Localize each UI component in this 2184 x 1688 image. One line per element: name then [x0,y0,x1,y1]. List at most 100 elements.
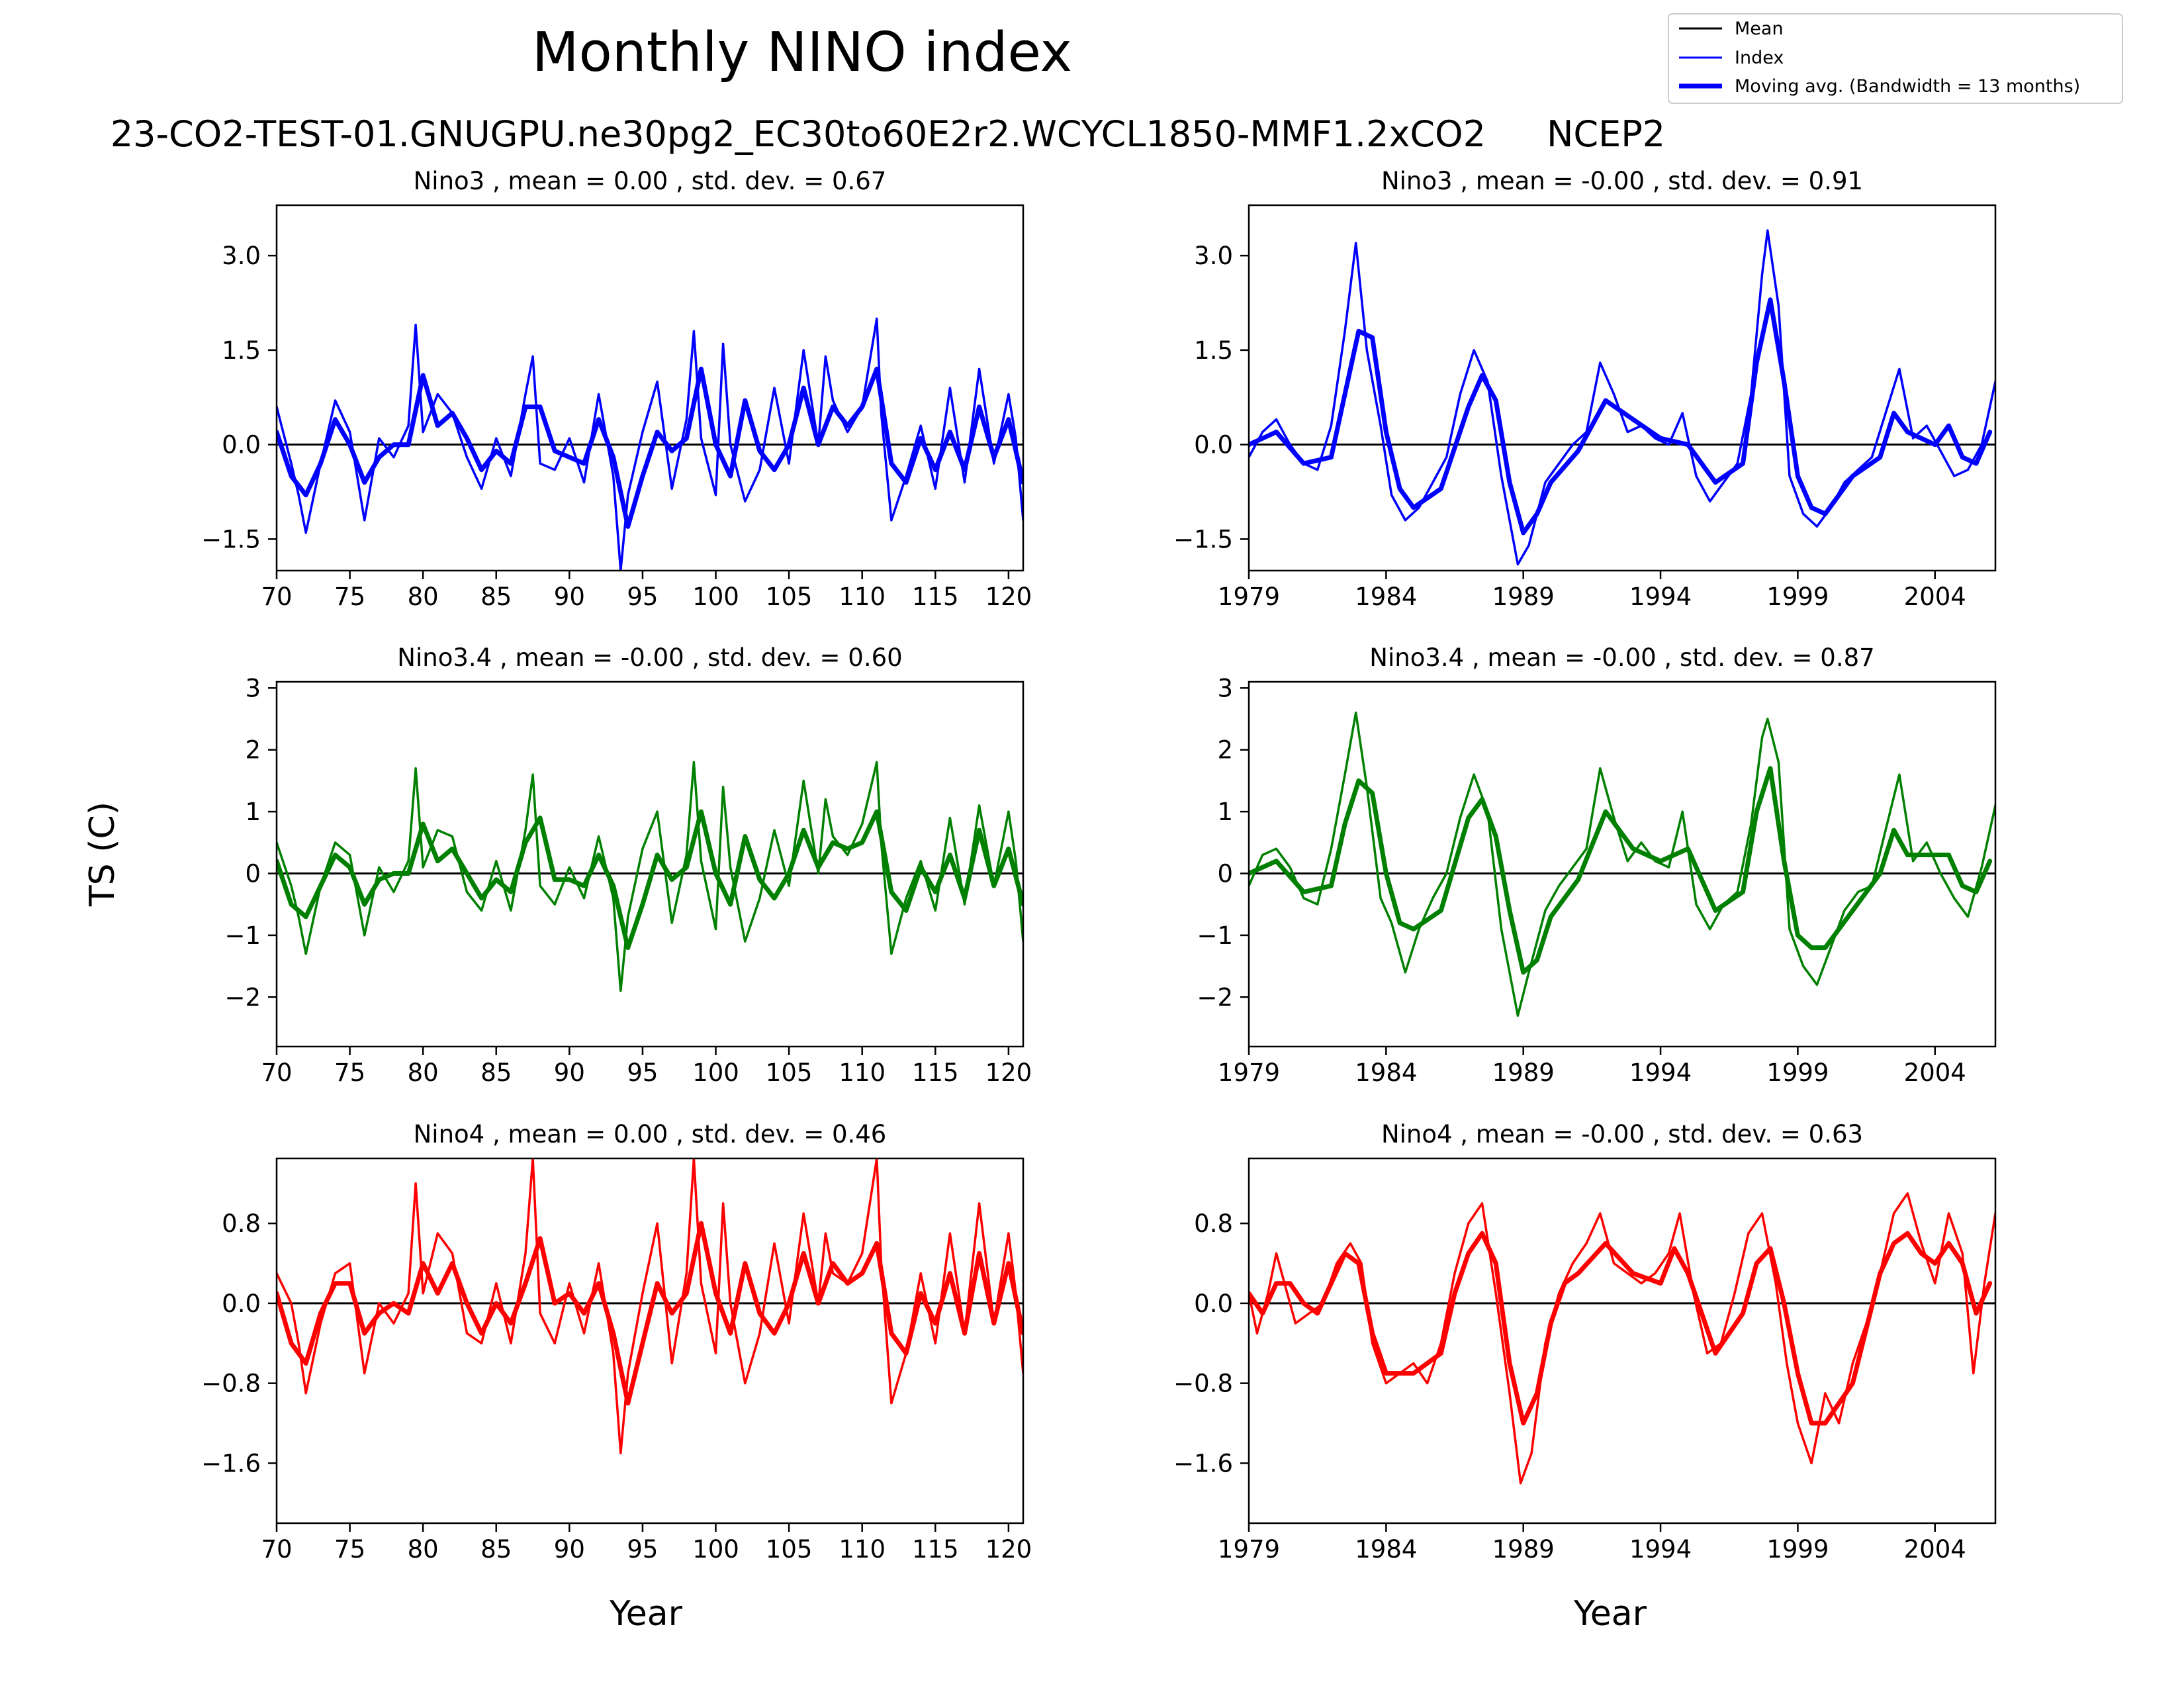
x-tick-label: 1994 [1629,1535,1692,1564]
index-line [1249,229,1995,566]
x-tick-label: 120 [985,1535,1032,1564]
x-tick-label: 2004 [1904,1535,1966,1564]
axes-frame [1248,204,1997,572]
moving-average-line [1249,766,1993,975]
x-tick-label: 1984 [1355,583,1417,611]
axes-frame [275,204,1024,572]
x-tick-label: 75 [334,1058,365,1087]
x-tick-label: 2004 [1904,1058,1966,1087]
y-tick-label: −1.5 [1173,525,1233,553]
panel-nino3-ncep2: Nino3 , mean = -0.00 , std. dev. = 0.91 1… [1173,167,1997,611]
x-tick-label: 100 [692,583,739,611]
x-tick-label: 1989 [1492,583,1555,611]
axes-frame [1248,1157,1997,1524]
x-tick-label: 1979 [1218,1535,1280,1564]
x-tick-label: 85 [480,583,512,611]
legend-mean-label: Mean [1735,19,1784,39]
x-tick-label: 110 [839,583,886,611]
x-tick-label: 1994 [1629,583,1692,611]
panel-nino34-model: Nino3.4 , mean = -0.00 , std. dev. = 0.6… [224,643,1032,1087]
moving-average-line [277,366,1023,529]
x-tick-label: 120 [985,1058,1032,1087]
panel-nino4-ncep2: Nino4 , mean = -0.00 , std. dev. = 0.63 1… [1173,1120,1997,1564]
x-tick-label: 95 [627,1535,658,1564]
x-tick-label: 105 [766,1535,813,1564]
index-line [277,761,1023,992]
y-tick-label: 3.0 [222,242,261,270]
panel-nino34-ncep2: Nino3.4 , mean = -0.00 , std. dev. = 0.8… [1197,643,1997,1087]
y-tick-label: −2 [1197,983,1233,1011]
x-tick-label: 85 [480,1058,512,1087]
x-tick-label: 1999 [1766,583,1829,611]
panel-nino4-model: Nino4 , mean = 0.00 , std. dev. = 0.46 70… [201,1120,1032,1564]
x-tick-label: 115 [912,1058,959,1087]
x-tick-label: 105 [766,1058,813,1087]
x-tick-label: 90 [554,1058,585,1087]
y-tick-label: 1.5 [1194,336,1233,365]
y-tick-label: 0 [245,860,261,888]
panel-title: Nino3.4 , mean = -0.00 , std. dev. = 0.6… [397,643,902,672]
figure-title: Monthly NINO index [532,21,1072,84]
figure-subtitle-model: 23-CO2-TEST-01.GNUGPU.ne30pg2_EC30to60E2… [111,113,1486,155]
x-axis-label-left: Year [609,1594,683,1634]
moving-average-line [277,809,1023,951]
x-tick-label: 90 [554,1535,585,1564]
x-tick-label: 70 [261,1058,292,1087]
legend-index-label: Index [1735,48,1784,68]
index-line [277,1158,1023,1455]
x-tick-label: 100 [692,1058,739,1087]
x-tick-label: 1979 [1218,583,1280,611]
y-tick-label: −1 [224,921,261,950]
y-tick-label: 2 [245,736,261,765]
panel-title: Nino3.4 , mean = -0.00 , std. dev. = 0.8… [1369,643,1874,672]
panel-nino3-model: Nino3 , mean = 0.00 , std. dev. = 0.67 70… [201,167,1032,611]
y-tick-label: 3 [245,674,261,702]
y-axis-label: TS (C) [83,802,122,907]
legend-frame [1668,13,2123,104]
moving-average-line [1249,1231,1993,1426]
y-tick-label: 3.0 [1194,242,1233,270]
x-tick-label: 2004 [1904,583,1966,611]
panel-title: Nino3 , mean = -0.00 , std. dev. = 0.91 [1381,167,1863,195]
x-tick-label: 90 [554,583,585,611]
y-tick-label: 1 [245,798,261,826]
x-tick-label: 1999 [1766,1058,1829,1087]
moving-average-line [1249,297,1993,536]
panel-title: Nino3 , mean = 0.00 , std. dev. = 0.67 [414,167,887,195]
x-tick-label: 95 [627,583,658,611]
legend-moving-avg-label: Moving avg. (Bandwidth = 13 months) [1735,76,2080,97]
x-tick-label: 105 [766,583,813,611]
y-tick-label: 0.0 [222,1289,261,1318]
y-tick-label: 0.0 [1194,431,1233,459]
x-tick-label: 75 [334,583,365,611]
y-tick-label: 0.8 [1194,1209,1233,1238]
x-tick-label: 120 [985,583,1032,611]
y-tick-label: 0.0 [1194,1289,1233,1318]
y-tick-label: −1.6 [1173,1449,1233,1477]
x-tick-label: 110 [839,1535,886,1564]
x-tick-label: 115 [912,583,959,611]
x-tick-label: 70 [261,1535,292,1564]
x-tick-label: 1979 [1218,1058,1280,1087]
x-tick-label: 1984 [1355,1058,1417,1087]
figure-subtitle-obs: NCEP2 [1547,113,1665,155]
x-tick-label: 1989 [1492,1058,1555,1087]
x-tick-label: 80 [408,583,439,611]
panel-title: Nino4 , mean = 0.00 , std. dev. = 0.46 [414,1120,887,1149]
y-tick-label: 0 [1217,860,1233,888]
index-line [1249,1192,1995,1485]
x-tick-label: 100 [692,1535,739,1564]
x-tick-label: 85 [480,1535,512,1564]
panel-title: Nino4 , mean = -0.00 , std. dev. = 0.63 [1381,1120,1863,1149]
x-tick-label: 75 [334,1535,365,1564]
axes-frame [1248,680,1997,1048]
x-tick-label: 115 [912,1535,959,1564]
y-tick-label: 3 [1217,674,1233,702]
legend: Mean Index Moving avg. (Bandwidth = 13 m… [1668,13,2123,104]
y-tick-label: −1 [1197,921,1233,950]
x-axis-label-right: Year [1573,1594,1647,1634]
axes-frame [275,1157,1024,1524]
index-line [277,317,1023,571]
moving-average-line [277,1221,1023,1406]
